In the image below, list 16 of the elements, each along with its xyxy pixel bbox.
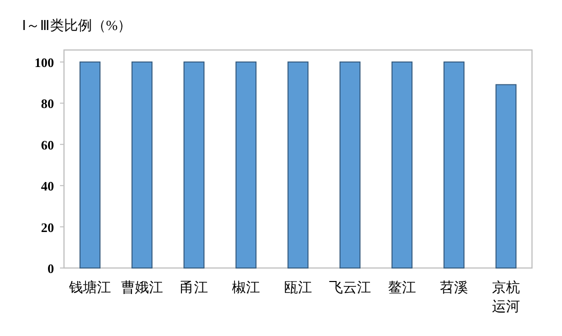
chart-title: Ⅰ～Ⅲ类比例（%） [22, 18, 132, 34]
y-tick-label: 0 [48, 261, 54, 276]
x-tick-label: 鳌江 [388, 280, 416, 296]
x-tick-label: 瓯江 [284, 280, 312, 296]
x-tick-label: 椒江 [232, 280, 260, 296]
y-tick-label: 80 [41, 96, 54, 112]
x-tick-label: 甬江 [180, 280, 208, 296]
y-tick-label: 20 [41, 220, 54, 235]
x-tick-label: 钱塘江 [68, 280, 111, 296]
y-tick-label: 60 [41, 137, 54, 152]
y-tick-label: 40 [41, 178, 54, 194]
x-tick-label: 京杭运河 [492, 280, 520, 315]
x-tick-label: 飞云江 [329, 280, 371, 296]
x-tick-label: 苕溪 [440, 280, 468, 296]
x-tick-label: 曹娥江 [121, 280, 163, 296]
y-tick-label: 100 [34, 55, 54, 70]
